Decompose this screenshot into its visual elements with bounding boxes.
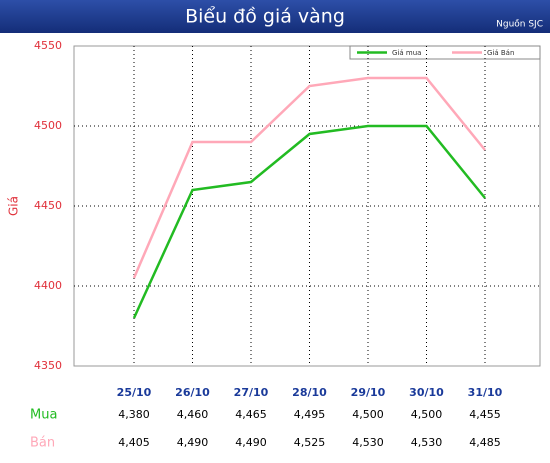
table-value: 4,530	[411, 436, 443, 449]
table-value: 4,405	[118, 436, 150, 449]
x-tick-label: 28/10	[292, 386, 327, 399]
x-tick-label: 29/10	[351, 386, 386, 399]
series-line	[132, 76, 486, 279]
table-value: 4,485	[469, 436, 501, 449]
table-value: 4,500	[352, 408, 384, 421]
y-axis-label: Giá	[7, 196, 21, 216]
y-tick-label: 4400	[34, 279, 62, 292]
x-tick-label: 27/10	[234, 386, 269, 399]
source: Nguồn SJC	[496, 19, 543, 30]
table-value: 4,460	[177, 408, 209, 421]
x-tick-label: 25/10	[117, 386, 152, 399]
table-value: 4,530	[352, 436, 384, 449]
legend-label: Giá mua	[392, 49, 421, 57]
table-value: 4,490	[177, 436, 209, 449]
y-tick-label: 4350	[34, 359, 62, 372]
table-value: 4,490	[235, 436, 267, 449]
legend	[349, 45, 541, 60]
legend-label: Giá Bán	[487, 49, 514, 57]
table-value: 4,525	[294, 436, 326, 449]
table-value: 4,500	[411, 408, 443, 421]
series-line	[132, 124, 486, 319]
x-tick-label: 31/10	[468, 386, 503, 399]
x-tick-label: 30/10	[409, 386, 444, 399]
header	[0, 0, 550, 33]
row-label: Mua	[30, 408, 57, 423]
table-value: 4,455	[469, 408, 501, 421]
table-value: 4,465	[235, 408, 267, 421]
table-value: 4,380	[118, 408, 150, 421]
table-value: 4,495	[294, 408, 326, 421]
chart-title: Biểu đồ giá vàng	[185, 6, 345, 28]
y-tick-label: 4500	[34, 119, 62, 132]
x-tick-label: 26/10	[175, 386, 210, 399]
row-label: Bán	[30, 436, 55, 451]
y-tick-label: 4450	[34, 199, 62, 212]
y-tick-label: 4550	[34, 39, 62, 52]
